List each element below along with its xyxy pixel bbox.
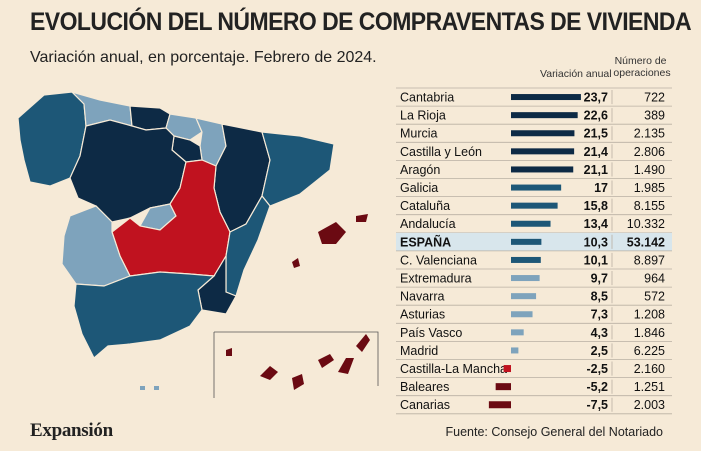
variation-bar <box>503 365 511 373</box>
variation-bar <box>511 275 540 282</box>
variation-bar <box>511 329 524 336</box>
operations-value: 1.490 <box>634 163 665 177</box>
operations-value: 2.135 <box>634 127 665 141</box>
row-label: Navarra <box>400 290 445 304</box>
variation-value: -2,5 <box>586 362 608 376</box>
map-region-canarias-1 <box>226 348 232 356</box>
chart-title: EVOLUCIÓN DEL NÚMERO DE COMPRAVENTAS DE … <box>30 8 692 36</box>
variation-bar <box>511 311 533 318</box>
variation-bar <box>488 401 511 409</box>
row-label: Baleares <box>400 380 449 394</box>
row-label: C. Valenciana <box>400 253 477 267</box>
column-header-operations-line1: Número de <box>615 55 667 67</box>
column-header-operations: Número de operaciones <box>613 55 670 79</box>
row-label: ESPAÑA <box>400 234 451 249</box>
map-region-canarias-4 <box>318 354 334 368</box>
variation-value: 4,3 <box>591 326 608 340</box>
variation-value: 21,4 <box>584 145 608 159</box>
variation-bar <box>511 220 551 227</box>
map-region-baleares-mallorca <box>318 222 346 244</box>
variation-value: 23,7 <box>584 91 608 105</box>
map-region-andalucia <box>73 271 216 359</box>
row-label: País Vasco <box>400 326 462 340</box>
operations-value: 389 <box>644 109 665 123</box>
variation-value: 9,7 <box>591 272 608 286</box>
row-label: Galicia <box>400 181 438 195</box>
variation-bar <box>511 238 542 245</box>
chart-subtitle: Variación anual, en porcentaje. Febrero … <box>30 49 377 66</box>
variation-bar <box>511 130 575 137</box>
map-canarias-inset-frame <box>213 331 379 398</box>
operations-value: 1.846 <box>634 326 665 340</box>
row-label: Cantabria <box>400 91 454 105</box>
operations-value: 10.332 <box>627 217 665 231</box>
variation-value: 8,5 <box>591 290 608 304</box>
row-label: Madrid <box>400 344 438 358</box>
variation-value: 21,5 <box>584 127 608 141</box>
source-note: Fuente: Consejo General del Notariado <box>445 425 664 439</box>
operations-value: 2.160 <box>634 362 665 376</box>
variation-value: 10,3 <box>584 235 608 249</box>
variation-bar <box>511 166 574 173</box>
variation-bar <box>511 293 537 300</box>
operations-value: 6.225 <box>634 344 665 358</box>
operations-value: 53.142 <box>627 235 665 249</box>
map-region-canarias-3 <box>292 374 304 390</box>
row-label: La Rioja <box>400 109 446 123</box>
variation-bar <box>511 256 541 263</box>
operations-value: 1.985 <box>634 181 665 195</box>
map-region-baleares-menorca <box>356 214 368 222</box>
variation-bar <box>511 347 519 354</box>
variation-value: 7,3 <box>591 308 608 322</box>
variation-value: 13,4 <box>584 217 608 231</box>
column-header-variation: Variación anual <box>540 68 612 80</box>
row-label: Cataluña <box>400 199 450 213</box>
operations-value: 572 <box>644 290 665 304</box>
operations-value: 722 <box>644 91 665 105</box>
variation-value: -5,2 <box>586 380 608 394</box>
row-label: Murcia <box>400 127 438 141</box>
row-label: Andalucía <box>400 217 456 231</box>
operations-value: 8.155 <box>634 199 665 213</box>
variation-bar <box>511 202 558 209</box>
expansion-logo: Expansión <box>30 420 113 441</box>
operations-value: 2.806 <box>634 145 665 159</box>
map-ceuta <box>140 386 145 390</box>
variation-value: 15,8 <box>584 199 608 213</box>
map-region-canarias-6 <box>356 334 370 352</box>
spain-choropleth-map <box>17 90 379 398</box>
map-region-baleares-ibiza <box>292 258 300 268</box>
variation-value: -7,5 <box>586 398 608 412</box>
map-region-cataluna <box>261 131 335 207</box>
variation-value: 2,5 <box>591 344 608 358</box>
map-region-canarias-2 <box>260 366 278 380</box>
map-melilla <box>154 386 159 390</box>
variation-bar <box>511 184 562 191</box>
row-label: Castilla y León <box>400 145 482 159</box>
variation-bar <box>511 94 581 101</box>
column-header-operations-line2: operaciones <box>613 67 670 79</box>
variation-bar <box>511 148 575 155</box>
operations-value: 1.208 <box>634 308 665 322</box>
variation-value: 10,1 <box>584 253 608 267</box>
table-rows: Cantabria 23,7 722 La Rioja 22,6 389 Murcia 21,… <box>396 87 672 415</box>
variation-value: 22,6 <box>584 109 608 123</box>
operations-value: 8.897 <box>634 253 665 267</box>
operations-value: 1.251 <box>634 380 665 394</box>
row-label: Castilla-La Mancha <box>400 362 507 376</box>
operations-value: 964 <box>644 272 665 286</box>
variation-bar <box>511 112 578 119</box>
row-label: Asturias <box>400 308 445 322</box>
map-region-canarias-5 <box>338 358 354 374</box>
variation-value: 17 <box>594 181 608 195</box>
operations-value: 2.003 <box>634 398 665 412</box>
variation-bar <box>495 383 511 391</box>
row-label: Canarias <box>400 398 450 412</box>
row-label: Extremadura <box>400 272 472 286</box>
row-label: Aragón <box>400 163 440 177</box>
variation-value: 21,1 <box>584 163 608 177</box>
